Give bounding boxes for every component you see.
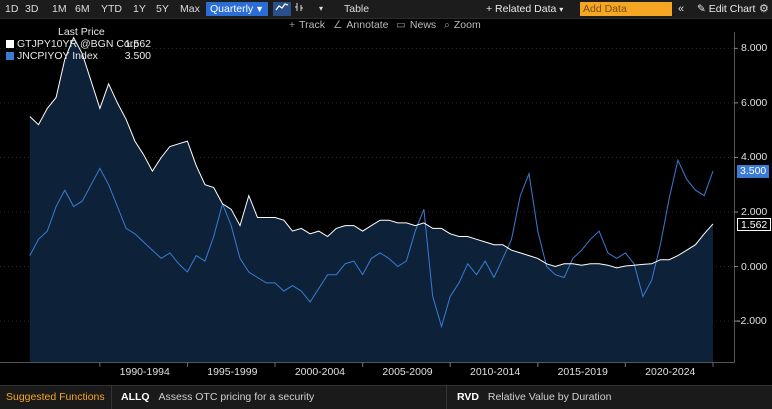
chart-toolbar: 1D 3D 1M 6M YTD 1Y 5Y Max Quarterly ▼ ▾ … [0, 0, 772, 19]
x-tick-label: 2020-2024 [645, 366, 696, 378]
range-1d-button[interactable]: 1D [5, 3, 19, 15]
add-data-input[interactable]: Add Data [580, 2, 672, 16]
suggested-functions-label[interactable]: Suggested Functions [6, 391, 105, 403]
series-area-jgb10y [29, 37, 713, 362]
function-description: Assess OTC pricing for a security [158, 391, 315, 403]
x-tick-label: 2010-2014 [470, 366, 521, 378]
range-6m-button[interactable]: 6M [75, 3, 90, 15]
legend-swatch [6, 52, 14, 60]
x-tick-label: 2000-2004 [294, 366, 346, 378]
legend-swatch [6, 40, 14, 48]
annotate-button[interactable]: ∠ Annotate [333, 18, 388, 32]
range-3d-button[interactable]: 3D [25, 3, 39, 15]
y-tick-label: 0.000 [741, 260, 768, 273]
bar-chart-icon[interactable] [293, 2, 307, 16]
chevron-down-icon[interactable]: ▾ [318, 4, 323, 13]
dropdown-arrow-icon: ▼ [255, 4, 264, 14]
y-tick-label: 8.000 [741, 42, 768, 55]
pencil-icon: ✎ [697, 3, 706, 15]
news-button[interactable]: ▭ News [396, 18, 436, 32]
legend-series-value: 3.500 [124, 50, 151, 62]
price-chart[interactable] [0, 32, 772, 385]
divider [111, 386, 112, 409]
track-label: Track [299, 19, 326, 31]
plus-icon: + [289, 19, 296, 31]
y-tick-label: 2.000 [741, 206, 768, 218]
zoom-label: Zoom [453, 19, 481, 31]
news-icon: ▭ [396, 19, 406, 31]
news-label: News [409, 19, 437, 31]
function-description: Relative Value by Duration [487, 391, 612, 403]
track-button[interactable]: + Track [289, 18, 325, 32]
series-line-cpi[interactable] [29, 158, 714, 329]
annotate-label: Annotate [346, 19, 389, 31]
x-tick-label: 2005-2009 [382, 366, 433, 378]
legend-item[interactable]: GTJPY10YR @BGN Corp 1.562 [6, 38, 151, 50]
function-code: RVD [457, 391, 479, 403]
legend-header: Last Price [58, 26, 105, 38]
dropdown-arrow-icon: ▾ [559, 5, 564, 14]
table-button[interactable]: Table [344, 3, 370, 15]
legend-series-name: GTJPY10YR @BGN Corp [17, 38, 140, 50]
function-code: ALLQ [121, 391, 150, 403]
edit-chart-label: Edit Chart [708, 3, 756, 15]
suggested-functions-bar: Suggested Functions ALLQ Assess OTC pric… [0, 385, 772, 409]
legend-item[interactable]: JNCPIYOY Index 3.500 [6, 50, 151, 62]
collapse-panel-icon[interactable]: « [678, 3, 685, 15]
gear-icon[interactable]: ⚙ [759, 3, 769, 15]
period-dropdown[interactable]: Quarterly ▼ [206, 2, 268, 16]
x-tick-label: 2015-2019 [557, 366, 608, 378]
range-ytd-button[interactable]: YTD [101, 3, 122, 15]
related-data-button[interactable]: + Related Data ▾ [486, 2, 563, 16]
line-chart-icon[interactable] [273, 2, 291, 16]
range-max-button[interactable]: Max [180, 3, 200, 15]
y-tick-label: 6.000 [741, 96, 768, 109]
x-tick-label: 1990-1994 [119, 366, 170, 378]
range-1y-button[interactable]: 1Y [133, 3, 146, 15]
x-tick-label: 1995-1999 [207, 366, 258, 378]
zoom-button[interactable]: ⌕ Zoom [444, 18, 481, 32]
legend-series-name: JNCPIYOY Index [17, 50, 98, 62]
period-dropdown-label: Quarterly [210, 3, 254, 15]
y-tick-label: 4.000 [741, 151, 768, 164]
pencil-icon: ∠ [333, 19, 343, 31]
edit-chart-button[interactable]: ✎ Edit Chart [697, 2, 755, 16]
annotation-toolbar: + Track ∠ Annotate ▭ News ⌕ Zoom [0, 18, 772, 32]
function-link-rvd[interactable]: RVD Relative Value by Duration [457, 386, 611, 409]
series-line-jgb10y[interactable] [29, 36, 714, 269]
related-data-label: + Related Data [486, 3, 557, 15]
search-icon: ⌕ [444, 19, 450, 31]
range-1m-button[interactable]: 1M [52, 3, 67, 15]
legend-series-value: 1.562 [124, 38, 151, 50]
last-value-marker: 1.562 [737, 217, 772, 231]
y-tick-label: -2.000 [737, 315, 767, 328]
function-link-allq[interactable]: ALLQ Assess OTC pricing for a security [121, 386, 314, 409]
divider [446, 386, 447, 409]
range-5y-button[interactable]: 5Y [156, 3, 169, 15]
last-value-marker: 3.500 [737, 165, 770, 179]
